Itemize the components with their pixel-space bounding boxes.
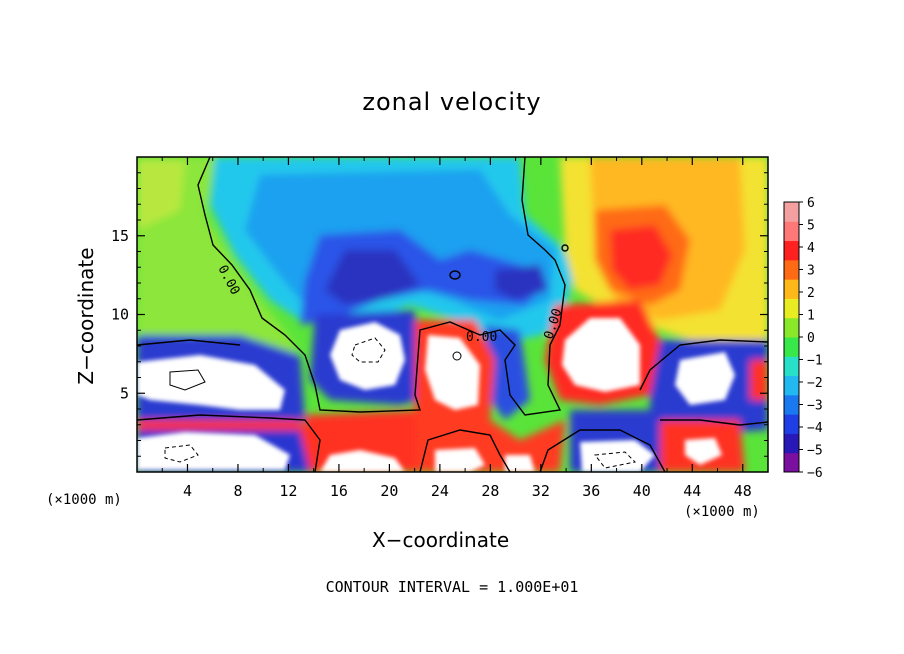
x-unit-label-left: (×1000 m) [46, 492, 122, 508]
x-tick-label: 32 [532, 482, 550, 500]
y-tick-label: 10 [111, 306, 129, 324]
contour-interval-text: CONTOUR INTERVAL = 1.000E+01 [325, 578, 579, 596]
colorbar-swatch [784, 452, 799, 473]
x-tick-label: 12 [279, 482, 297, 500]
y-axis-label: Z−coordinate [74, 247, 98, 385]
colorbar-swatch [784, 279, 799, 299]
colorbar-swatch [784, 356, 799, 377]
x-tick-label: 24 [431, 482, 449, 500]
x-axis-label: X−coordinate [372, 528, 510, 552]
colorbar-tick-label: −3 [807, 399, 823, 414]
contour-label-2: 0.00 [466, 330, 497, 345]
x-tick-label: 4 [183, 482, 192, 500]
colorbar-tick-label: −6 [807, 466, 823, 481]
colorbar-swatch [784, 259, 799, 280]
zero-contour-lines [137, 157, 768, 472]
x-tick-label: 20 [380, 482, 398, 500]
colorbar-swatch [784, 337, 799, 357]
colorbar-tick-label: 2 [807, 286, 815, 301]
colorbar-swatch [784, 433, 799, 454]
colorbar-tick-label: 5 [807, 219, 815, 234]
y-tick-label: 5 [120, 384, 129, 402]
x-tick-label: 48 [734, 482, 752, 500]
colorbar-tick-label: 1 [807, 309, 815, 324]
x-tick-label: 36 [582, 482, 600, 500]
colorbar-tick-label: 4 [807, 241, 815, 256]
colorbar-swatch [784, 202, 799, 222]
x-tick-label: 16 [330, 482, 348, 500]
colorbar-tick-label: −2 [807, 376, 823, 391]
negative-contour-lines [164, 337, 637, 469]
colorbar-swatch [784, 394, 799, 415]
colorbar-tick-label: 3 [807, 264, 815, 279]
x-tick-label: 44 [683, 482, 701, 500]
colorbar-swatch [784, 240, 799, 261]
x-tick-label: 40 [633, 482, 651, 500]
chart-title: zonal velocity [362, 88, 542, 116]
x-unit-label-right: (×1000 m) [684, 504, 760, 520]
colorbar-swatch [784, 298, 799, 319]
colorbar-tick-label: 0 [807, 331, 815, 346]
colorbar-swatch [784, 221, 799, 242]
colorbar-tick-label: 6 [807, 196, 815, 211]
x-tick-label: 28 [481, 482, 499, 500]
velocity-field [137, 157, 768, 472]
x-axis: 4 8 12 16 20 24 28 32 36 40 44 48 [161, 157, 752, 500]
colorbar-tick-label: −5 [807, 444, 823, 459]
colorbar-swatch [784, 317, 799, 338]
y-axis: 5 10 15 [111, 172, 768, 457]
colorbar-swatch [784, 375, 799, 396]
positive-contour-lines [169, 351, 462, 391]
x-tick-label: 8 [233, 482, 242, 500]
colorbar: 6 5 4 3 2 1 0 −1 −2 −3 −4 −5 −6 [783, 196, 823, 481]
colorbar-tick-label: −1 [807, 354, 823, 369]
colorbar-swatch [784, 414, 799, 434]
y-tick-label: 15 [111, 227, 129, 245]
colorbar-tick-label: −4 [807, 421, 823, 436]
